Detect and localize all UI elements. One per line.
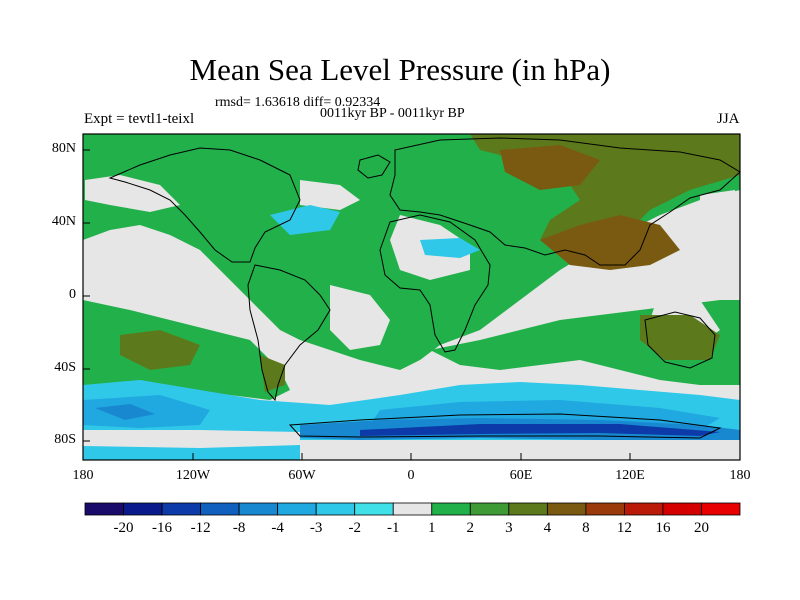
colorbar-tick-label: -16 [152,520,173,536]
colorbar-tick-label: 8 [582,520,590,536]
colorbar-swatch [238,502,279,516]
colorbar-tick-label: -2 [348,520,361,536]
lat-label-0: 0 [69,287,76,302]
axis-ticks [82,149,741,460]
colorbar-swatch [701,502,741,516]
colorbar-tick-label: -4 [271,520,284,536]
colorbar-tick-label: -12 [190,520,211,536]
colorbar-swatch [508,502,548,516]
stats-line: rmsd= 1.63618 diff= 0.92334 [215,95,381,110]
lat-label-40s: 40S [54,360,76,375]
colorbar-swatch [392,502,433,516]
lat-label-80n: 80N [51,141,76,156]
lon-label-120e: 120E [615,468,645,483]
lat-label-80s: 80S [54,432,76,447]
colorbar-tick-label: 2 [466,520,475,536]
lon-label-180w: 180 [72,468,94,483]
colorbar-tick-label: 16 [655,520,671,536]
colorbar-tick-label: 3 [505,520,513,536]
lon-label-0: 0 [407,468,415,483]
colorbar-swatch [431,502,471,516]
colorbar-swatch [546,502,587,516]
lon-label-60w: 60W [288,468,316,483]
colorbar-swatch [161,502,201,516]
colorbar-tick-label: -1 [386,520,400,536]
negative-anomalies [83,205,740,460]
lon-label-180e: 180 [729,468,751,483]
colorbar-tick-label: 12 [616,520,632,536]
period-line: 0011kyr BP - 0011kyr BP [320,106,465,121]
experiment-label: Expt = tevtl1-teixl [84,111,195,127]
colorbar-swatch [585,502,625,516]
colorbar-swatch [315,502,356,516]
season-label: JJA [717,111,740,127]
colorbar-tick-label: 1 [428,520,436,536]
colorbar [84,502,741,516]
lon-label-120w: 120W [175,468,211,483]
colorbar-tick-label: 4 [543,520,552,536]
colorbar-swatch [277,502,317,516]
positive-anomalies [120,134,740,392]
colorbar-swatch [123,502,163,516]
coastlines [108,137,741,439]
colorbar-swatch [200,502,240,516]
colorbar-swatch [84,502,124,516]
colorbar-tick-label: -3 [309,520,323,536]
colorbar-swatch [662,502,702,516]
colorbar-tick-label: -8 [232,520,246,536]
colorbar-swatch [354,502,394,516]
colorbar-swatch [469,502,510,516]
plot-title: Mean Sea Level Pressure (in hPa) [189,52,611,87]
lat-label-40n: 40N [51,214,76,229]
colorbar-tick-label: 20 [693,520,709,536]
colorbar-tick-label: -20 [113,520,134,536]
lon-label-60e: 60E [509,468,533,483]
colorbar-swatch [624,502,664,516]
